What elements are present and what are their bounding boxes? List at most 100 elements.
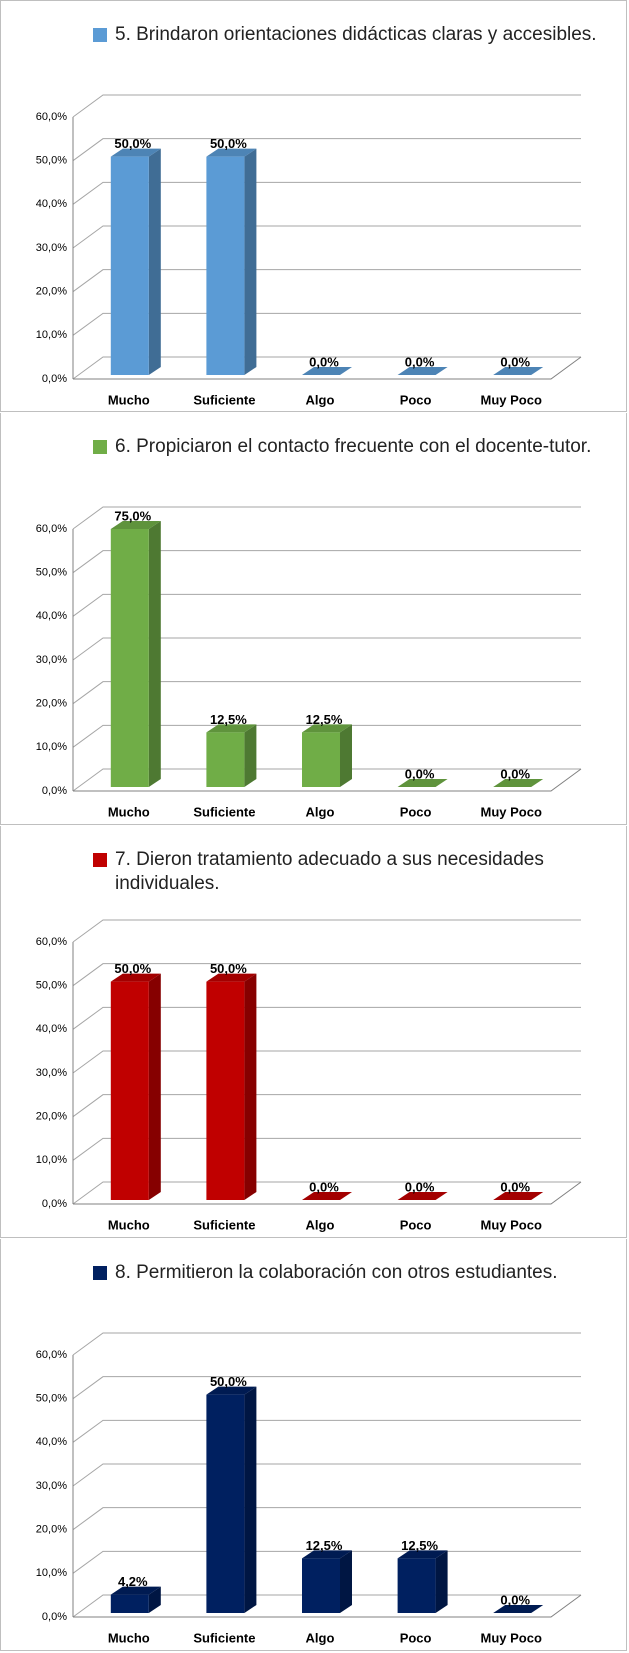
value-label: 50,0% bbox=[210, 1374, 247, 1389]
grid-line bbox=[72, 1463, 581, 1487]
value-label: 12,5% bbox=[210, 712, 247, 727]
y-tick-label: 0,0% bbox=[42, 1198, 67, 1210]
bar bbox=[493, 367, 544, 375]
x-tick-label: Algo bbox=[306, 392, 335, 407]
bar-top bbox=[110, 521, 161, 529]
bar-front bbox=[206, 981, 245, 1200]
value-label: 0,0% bbox=[309, 354, 339, 369]
bar-side bbox=[148, 148, 161, 375]
bar-top bbox=[206, 973, 257, 982]
value-label: 12,5% bbox=[306, 1538, 343, 1553]
bar-top bbox=[302, 1192, 352, 1200]
grid-line bbox=[72, 1137, 581, 1161]
grid-line bbox=[72, 1507, 581, 1531]
x-tick-label: Poco bbox=[400, 392, 432, 407]
bar-side bbox=[148, 973, 161, 1200]
x-tick-label: Poco bbox=[400, 1217, 432, 1232]
x-tick-label: Suficiente bbox=[193, 392, 255, 407]
bar-top bbox=[110, 148, 161, 157]
y-tick-label: 20,0% bbox=[36, 286, 67, 298]
grid-line bbox=[72, 1094, 581, 1118]
value-label: 0,0% bbox=[405, 354, 435, 369]
bar-front bbox=[110, 1594, 149, 1613]
y-tick-label: 30,0% bbox=[36, 654, 67, 666]
legend-swatch bbox=[93, 440, 107, 454]
bar-side bbox=[244, 148, 257, 375]
bar-top bbox=[206, 148, 257, 157]
bar bbox=[397, 1192, 448, 1200]
grid-line bbox=[72, 1181, 581, 1205]
y-tick-label: 10,0% bbox=[36, 741, 67, 753]
bar bbox=[493, 1192, 544, 1200]
y-tick-label: 20,0% bbox=[36, 698, 67, 710]
y-tick-label: 50,0% bbox=[36, 1393, 67, 1405]
bar-top bbox=[206, 724, 257, 733]
grid-line bbox=[72, 637, 581, 661]
bar-side bbox=[148, 1586, 161, 1613]
y-tick-label: 30,0% bbox=[36, 1480, 67, 1492]
value-label: 50,0% bbox=[114, 136, 151, 151]
value-label: 0,0% bbox=[500, 1179, 530, 1194]
value-label: 0,0% bbox=[500, 1592, 530, 1607]
grid-line bbox=[72, 94, 581, 118]
bar-front bbox=[206, 156, 245, 375]
value-label: 50,0% bbox=[210, 136, 247, 151]
value-label: 50,0% bbox=[210, 961, 247, 976]
bar-side bbox=[244, 973, 257, 1200]
bar bbox=[302, 1192, 352, 1200]
y-tick-label: 50,0% bbox=[36, 155, 67, 167]
grid-line bbox=[72, 550, 581, 574]
bar bbox=[110, 148, 161, 375]
y-tick-label: 60,0% bbox=[36, 523, 67, 535]
value-label: 0,0% bbox=[309, 1179, 339, 1194]
y-tick-label: 20,0% bbox=[36, 1524, 67, 1536]
grid-line bbox=[72, 593, 581, 617]
bar-side bbox=[244, 1386, 257, 1613]
x-tick-label: Mucho bbox=[108, 1630, 150, 1645]
y-tick-label: 40,0% bbox=[36, 1436, 67, 1448]
value-label: 75,0% bbox=[114, 508, 151, 523]
chart-panel: 7. Dieron tratamiento adecuado a sus nec… bbox=[0, 826, 627, 1238]
x-tick-label: Suficiente bbox=[193, 1630, 255, 1645]
x-tick-label: Algo bbox=[306, 1630, 335, 1645]
y-tick-label: 20,0% bbox=[36, 1111, 67, 1123]
x-tick-label: Algo bbox=[306, 1217, 335, 1232]
grid-line bbox=[72, 919, 581, 943]
bar-top bbox=[110, 1586, 161, 1595]
legend-title: 8. Permitieron la colaboración con otros… bbox=[93, 1261, 605, 1285]
x-tick-label: Suficiente bbox=[193, 1217, 255, 1232]
x-tick-label: Mucho bbox=[108, 1217, 150, 1232]
grid-line bbox=[72, 225, 581, 249]
bar-top bbox=[206, 1386, 257, 1395]
bar-front bbox=[110, 981, 149, 1200]
bar-side bbox=[244, 724, 257, 787]
bar bbox=[206, 973, 257, 1200]
floor bbox=[73, 1594, 582, 1618]
bar-top bbox=[397, 1550, 448, 1559]
legend-swatch bbox=[93, 853, 107, 867]
legend-swatch bbox=[93, 1266, 107, 1280]
grid-line bbox=[72, 138, 581, 162]
legend-swatch bbox=[93, 28, 107, 42]
bar-top bbox=[302, 724, 352, 733]
y-tick-label: 60,0% bbox=[36, 1349, 67, 1361]
bar-top bbox=[302, 1550, 352, 1559]
grid-line bbox=[72, 1419, 581, 1443]
bar-top bbox=[302, 367, 352, 375]
chart-panel: 8. Permitieron la colaboración con otros… bbox=[0, 1239, 627, 1651]
bar bbox=[302, 724, 352, 787]
floor bbox=[73, 356, 582, 380]
bar-front bbox=[206, 1394, 245, 1613]
chart-panel: 6. Propiciaron el contacto frecuente con… bbox=[0, 413, 627, 825]
y-tick-label: 40,0% bbox=[36, 610, 67, 622]
grid-line bbox=[72, 1006, 581, 1030]
x-tick-label: Suficiente bbox=[193, 804, 255, 819]
value-label: 12,5% bbox=[306, 712, 343, 727]
x-tick-label: Muy Poco bbox=[480, 1630, 541, 1645]
bar-front bbox=[397, 1558, 436, 1613]
bar-front bbox=[206, 732, 245, 787]
bar bbox=[206, 724, 257, 787]
chart: 0,0% 10,0% 20,0% 30,0% 40,0% 50,0% 60,0% Mucho 5… bbox=[36, 919, 582, 1232]
grid-line bbox=[72, 506, 581, 530]
